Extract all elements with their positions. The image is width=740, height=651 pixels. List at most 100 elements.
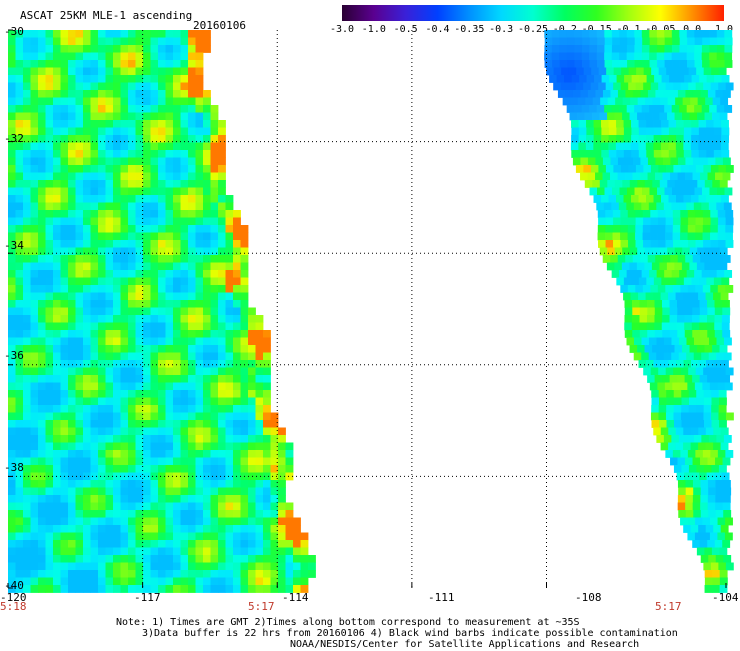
- swath-cell: [143, 472, 151, 481]
- swath-cell: [707, 375, 716, 383]
- swath-cell: [611, 45, 620, 53]
- swath-cell: [623, 277, 632, 286]
- swath-cell: [210, 517, 219, 526]
- swath-cell: [210, 315, 219, 323]
- swath-cell: [263, 352, 271, 361]
- swath-cell: [673, 465, 682, 473]
- swath-cell: [98, 150, 106, 158]
- swath-cell: [135, 547, 144, 556]
- swath-cell: [559, 37, 568, 46]
- swath-cell: [188, 262, 196, 271]
- swath-cell: [560, 82, 569, 91]
- swath-cell: [195, 412, 204, 421]
- swath-cell: [300, 585, 309, 593]
- swath-cell: [120, 52, 129, 61]
- swath-cell: [721, 277, 730, 286]
- swath-cell: [128, 90, 136, 98]
- swath-cell: [692, 457, 701, 466]
- swath-cell: [674, 112, 683, 121]
- swath-cell: [173, 450, 181, 458]
- swath-cell: [210, 225, 219, 233]
- swath-cell: [676, 135, 685, 143]
- swath-cell: [676, 277, 685, 286]
- swath-cell: [120, 270, 129, 278]
- swath-cell: [135, 150, 144, 158]
- swath-cell: [150, 547, 159, 556]
- swath-cell: [53, 375, 61, 383]
- swath-cell: [75, 210, 84, 218]
- swath-cell: [626, 45, 635, 53]
- swath-cell: [150, 112, 159, 121]
- swath-cell: [188, 75, 196, 83]
- swath-cell: [654, 375, 663, 383]
- swath-cell: [165, 150, 174, 158]
- swath-cell: [665, 217, 674, 226]
- swath-cell: [30, 450, 39, 458]
- swath-cell: [691, 277, 700, 286]
- swath-cell: [30, 52, 39, 61]
- swath-cell: [45, 450, 54, 458]
- swath-cell: [671, 352, 680, 361]
- swath-cell: [210, 472, 219, 481]
- swath-cell: [673, 412, 682, 421]
- swath-cell: [263, 472, 271, 481]
- swath-cell: [173, 375, 181, 383]
- swath-cell: [60, 37, 69, 46]
- swath-cell: [620, 210, 629, 218]
- swath-cell: [195, 120, 204, 128]
- swath-cell: [263, 427, 271, 436]
- swath-cell: [165, 555, 174, 563]
- swath-cell: [590, 165, 599, 173]
- swath-cell: [656, 30, 665, 38]
- swath-cell: [233, 495, 241, 503]
- swath-cell: [696, 405, 705, 413]
- swath-cell: [45, 352, 54, 361]
- swath-cell: [644, 262, 653, 271]
- swath-cell: [724, 37, 733, 46]
- swath-cell: [68, 285, 76, 293]
- swath-cell: [90, 457, 99, 466]
- swath-cell: [53, 390, 61, 398]
- swath-cell: [647, 255, 656, 263]
- swath-cell: [721, 195, 729, 203]
- swath-cell: [8, 135, 16, 143]
- swath-cell: [203, 45, 211, 53]
- swath-cell: [689, 262, 698, 271]
- swath-cell: [648, 202, 657, 211]
- swath-cell: [15, 172, 24, 181]
- swath-cell: [143, 75, 151, 83]
- swath-cell: [195, 150, 204, 158]
- swath-cell: [128, 30, 136, 38]
- swath-cell: [83, 525, 91, 533]
- swath-cell: [691, 135, 700, 143]
- swath-cell: [233, 585, 241, 593]
- swath-cell: [218, 232, 226, 241]
- swath-cell: [626, 202, 635, 211]
- swath-cell: [683, 150, 692, 158]
- swath-cell: [68, 472, 76, 481]
- swath-cell: [173, 105, 181, 113]
- swath-cell: [702, 210, 711, 218]
- swath-cell: [15, 285, 24, 293]
- swath-cell: [677, 330, 686, 338]
- swath-cell: [105, 142, 114, 151]
- swath-cell: [173, 225, 181, 233]
- swath-cell: [218, 390, 226, 398]
- swath-cell: [203, 210, 211, 218]
- swath-cell: [90, 277, 99, 286]
- swath-cell: [60, 532, 69, 541]
- swath-cell: [180, 90, 189, 98]
- swath-cell: [173, 367, 181, 376]
- swath-cell: [690, 292, 699, 301]
- swath-cell: [98, 240, 106, 248]
- swath-cell: [233, 435, 241, 443]
- swath-cell: [720, 292, 729, 301]
- swath-cell: [707, 172, 716, 181]
- swath-cell: [664, 60, 673, 68]
- swath-cell: [664, 105, 673, 113]
- swath-cell: [650, 240, 659, 248]
- swath-cell: [45, 570, 54, 578]
- swath-cell: [8, 247, 16, 256]
- swath-cell: [98, 127, 106, 136]
- swath-cell: [120, 487, 129, 496]
